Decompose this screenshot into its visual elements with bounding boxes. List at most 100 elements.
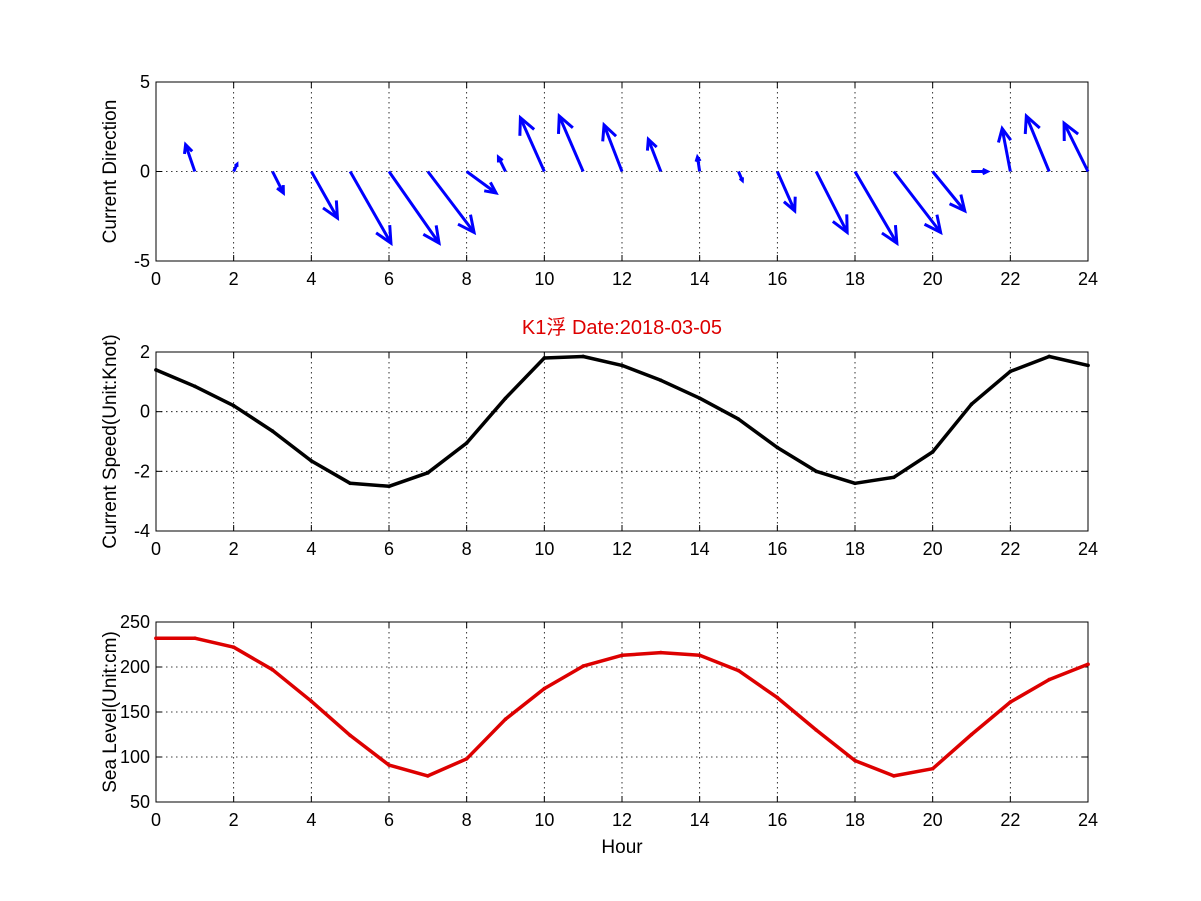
- data-point: [659, 650, 663, 655]
- x-tick-label: 12: [612, 269, 632, 289]
- x-tick-label: 24: [1078, 269, 1098, 289]
- quiver-arrow: [271, 170, 285, 197]
- data-point: [814, 469, 818, 474]
- quiver-head: [831, 214, 849, 236]
- quiver-shaft: [1024, 115, 1051, 173]
- x-tick-label: 6: [384, 810, 394, 830]
- x-tick-label: 8: [462, 539, 472, 559]
- data-point: [1047, 354, 1051, 359]
- data-point: [775, 445, 780, 450]
- data-point: [736, 668, 741, 673]
- data-point: [581, 664, 585, 668]
- quiver-head: [996, 125, 1012, 143]
- quiver-shaft: [348, 170, 393, 244]
- data-point: [387, 484, 391, 489]
- quiver-head: [881, 225, 899, 247]
- x-tick-label: 20: [923, 810, 943, 830]
- y-tick-label: 50: [130, 792, 150, 812]
- quiver-shaft: [426, 170, 476, 234]
- quiver-arrow: [465, 170, 499, 196]
- quiver-head: [322, 200, 340, 222]
- quiver-arrow: [496, 154, 507, 173]
- quiver-head: [496, 154, 504, 163]
- x-tick-label: 4: [306, 810, 316, 830]
- data-point: [620, 363, 624, 368]
- data-point: [1008, 700, 1013, 704]
- quiver-head: [422, 225, 441, 246]
- data-point: [348, 481, 352, 486]
- data-point: [464, 441, 469, 445]
- x-tick-label: 16: [767, 810, 787, 830]
- data-point: [775, 695, 780, 700]
- data-point: [231, 403, 236, 408]
- data-point: [853, 758, 857, 763]
- quiver-shaft: [814, 170, 849, 234]
- y-tick-label: 100: [120, 747, 150, 767]
- x-tick-label: 4: [306, 269, 316, 289]
- quiver-arrow: [348, 170, 393, 247]
- quiver-shaft: [465, 170, 497, 195]
- x-tick-label: 10: [534, 539, 554, 559]
- x-tick-label: 22: [1000, 810, 1020, 830]
- quiver-head: [276, 185, 285, 197]
- quiver-head: [601, 121, 618, 142]
- x-tick-label: 14: [690, 810, 710, 830]
- data-point: [503, 396, 508, 401]
- quiver-head: [645, 136, 658, 151]
- x-tick-label: 0: [151, 539, 161, 559]
- quiver-head: [1062, 120, 1080, 141]
- chart-title: K1浮 Date:2018-03-05: [522, 316, 722, 339]
- quiver-arrow: [694, 153, 702, 172]
- x-tick-label: 14: [690, 539, 710, 559]
- data-point: [348, 733, 352, 738]
- x-tick-label: 8: [462, 810, 472, 830]
- quiver-arrow: [556, 112, 585, 173]
- x-tick-label: 10: [534, 810, 554, 830]
- quiver-head: [923, 214, 943, 236]
- quiver-shaft: [602, 124, 624, 173]
- data-point: [503, 717, 508, 721]
- data-point: [154, 636, 158, 640]
- x-tick-label: 16: [767, 269, 787, 289]
- data-point: [193, 636, 197, 640]
- quiver-arrow: [775, 170, 797, 215]
- quiver-arrow: [814, 170, 849, 236]
- quiver-shaft: [184, 144, 197, 172]
- data-point: [231, 645, 236, 649]
- data-point: [309, 699, 314, 703]
- data-point: [1086, 662, 1090, 667]
- x-tick-label: 18: [845, 269, 865, 289]
- quiver-shaft: [1000, 128, 1012, 172]
- quiver-arrow: [310, 170, 340, 222]
- quiver-arrow: [1062, 120, 1090, 173]
- x-tick-label: 12: [612, 539, 632, 559]
- data-point: [581, 354, 585, 359]
- quiver-shaft: [271, 170, 285, 194]
- data-point: [697, 653, 702, 658]
- data-point: [464, 757, 469, 761]
- quiver-arrow: [853, 170, 899, 247]
- y-axis-label: Sea Level(Unit:cm): [100, 631, 121, 793]
- y-tick-label: -2: [134, 461, 150, 481]
- quiver-head: [457, 214, 477, 236]
- data-point: [697, 396, 702, 401]
- quiver-head: [738, 177, 744, 184]
- data-point: [930, 450, 935, 454]
- quiver-head: [233, 161, 239, 168]
- quiver-head: [483, 181, 499, 196]
- data-point: [426, 471, 430, 475]
- data-point: [387, 763, 391, 767]
- y-tick-label: 250: [120, 612, 150, 632]
- data-point: [1047, 677, 1051, 682]
- data-point: [309, 459, 314, 463]
- data-point: [892, 475, 896, 480]
- quiver-shaft: [310, 170, 339, 219]
- quiver-arrow: [931, 170, 967, 214]
- y-tick-label: -5: [134, 251, 150, 271]
- data-point: [853, 481, 857, 486]
- data-point: [270, 429, 275, 433]
- data-point: [736, 417, 741, 421]
- x-tick-label: 8: [462, 269, 472, 289]
